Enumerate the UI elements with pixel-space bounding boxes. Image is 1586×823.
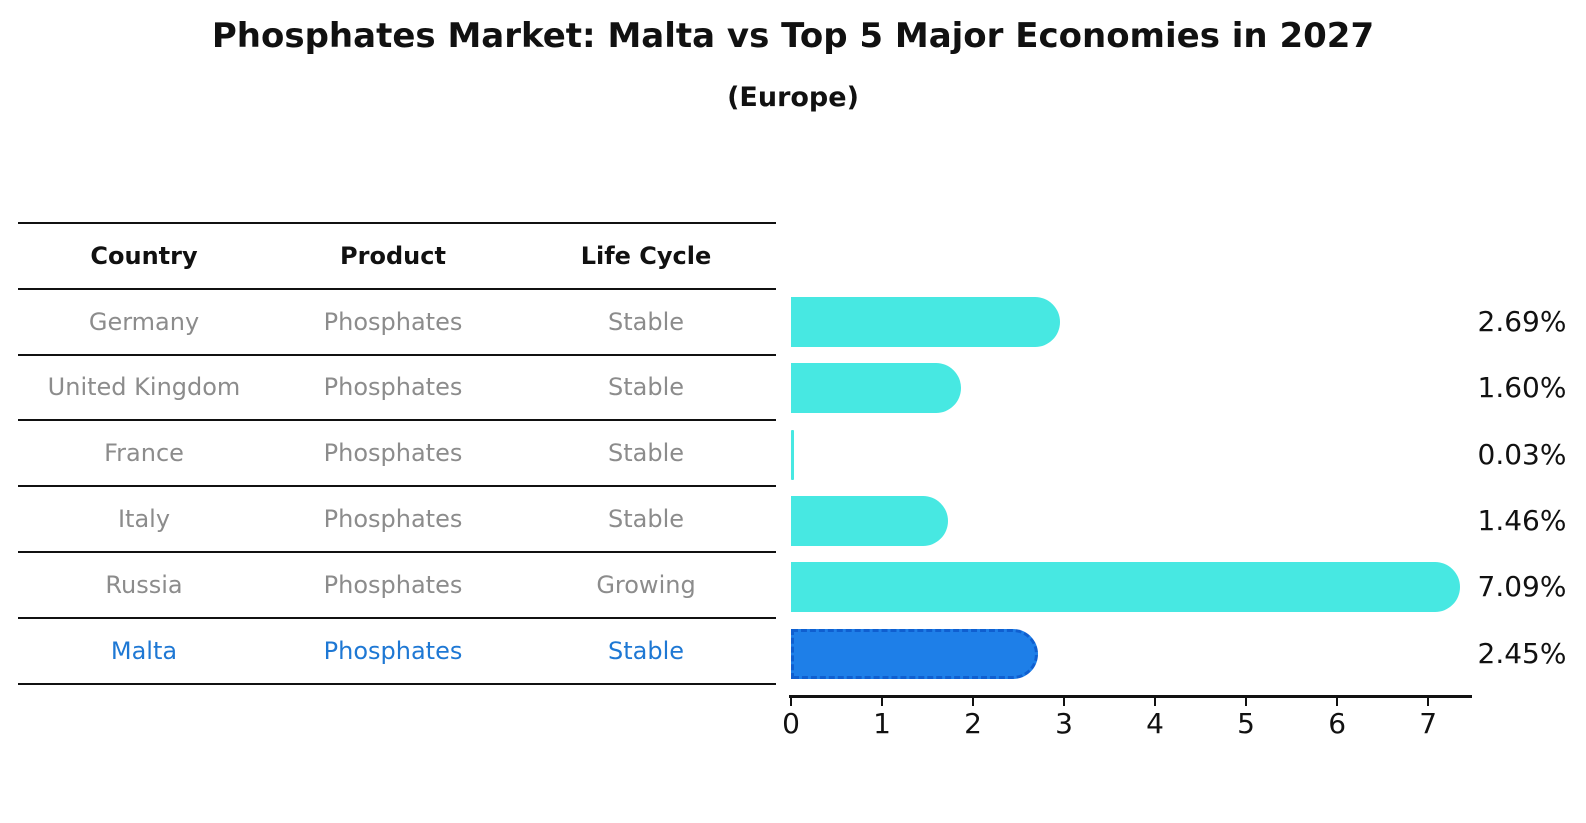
cell-country: United Kingdom [47, 373, 241, 402]
x-axis-tick [1426, 697, 1430, 706]
x-axis-tick [1062, 697, 1066, 706]
cell-product: Phosphates [323, 373, 463, 402]
cell-product: Phosphates [323, 570, 463, 599]
page-title: Phosphates Market: Malta vs Top 5 Major … [211, 16, 1375, 56]
table-header-row: Country Product Life Cycle [18, 224, 776, 290]
cell-country: Italy [117, 505, 171, 534]
cell-country: France [104, 439, 184, 468]
header-cell-life-cycle: Life Cycle [580, 241, 712, 270]
x-axis-tick [971, 697, 975, 706]
value-label: 2.45% [1477, 636, 1567, 670]
x-axis-tick-label: 3 [1055, 707, 1073, 740]
x-axis-tick-label: 5 [1237, 707, 1255, 740]
table-row: France Phosphates Stable [18, 421, 776, 488]
x-axis-tick [1335, 697, 1339, 706]
x-axis-tick-label: 6 [1328, 707, 1347, 740]
cell-product: Phosphates [323, 439, 463, 468]
cell-life-cycle: Growing [596, 570, 696, 599]
x-axis-tick [1153, 697, 1157, 706]
table-row: Italy Phosphates Stable [18, 487, 776, 553]
table-row: Russia Phosphates Growing [18, 553, 776, 619]
bar [791, 495, 948, 546]
x-axis-tick-label: 1 [873, 707, 891, 740]
cell-product: Phosphates [323, 307, 463, 336]
cell-country: Malta [110, 636, 178, 665]
header-cell-product: Product [340, 241, 446, 270]
x-axis-tick [789, 697, 793, 706]
table-row: United Kingdom Phosphates Stable [18, 356, 776, 422]
x-axis-tick-label: 2 [964, 707, 982, 740]
cell-country: Germany [88, 307, 200, 336]
table-row: Germany Phosphates Stable [18, 290, 776, 356]
value-label: 1.60% [1477, 371, 1567, 405]
value-label: 7.09% [1477, 570, 1567, 604]
plot-area [791, 289, 1470, 687]
value-label: 2.69% [1477, 305, 1567, 338]
bar-malta-highlighted [791, 628, 1038, 679]
bar [791, 562, 1461, 613]
table-row: Malta Phosphates Stable [18, 619, 776, 685]
bar [791, 363, 961, 414]
x-axis-tick-label: 4 [1146, 707, 1164, 740]
cell-life-cycle: Stable [607, 307, 685, 336]
x-axis-tick-label: 7 [1419, 707, 1438, 740]
data-table: Country Product Life Cycle Germany Phosph… [18, 222, 776, 685]
value-label: 0.03% [1477, 437, 1567, 471]
cell-product: Phosphates [323, 505, 463, 534]
x-axis: 0 1 2 3 4 5 6 7 [782, 695, 1472, 740]
cell-life-cycle: Stable [607, 373, 685, 402]
cell-product: Phosphates [323, 636, 463, 665]
bar [791, 297, 1060, 347]
page-subtitle: (Europe) [727, 82, 859, 113]
x-axis-tick-label: 0 [782, 707, 800, 740]
x-axis-tick [880, 697, 884, 706]
cell-country: Russia [105, 570, 183, 599]
x-axis-tick [1244, 697, 1248, 706]
value-label: 1.46% [1477, 503, 1567, 537]
bar [791, 429, 794, 480]
cell-life-cycle: Stable [607, 636, 685, 665]
cell-life-cycle: Stable [607, 439, 685, 468]
header-cell-country: Country [90, 241, 198, 270]
data-table-body: Germany Phosphates Stable United Kingdom Pho… [18, 290, 776, 685]
cell-life-cycle: Stable [607, 505, 685, 534]
x-axis-line [789, 695, 1472, 698]
